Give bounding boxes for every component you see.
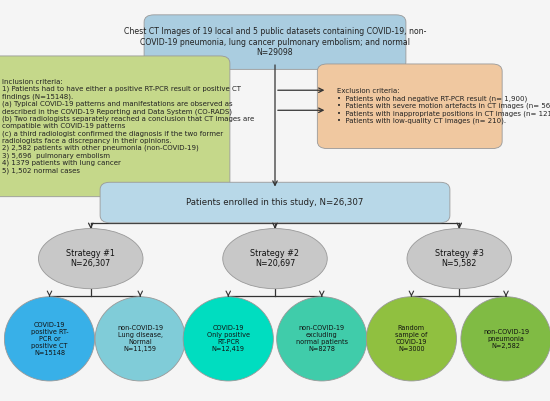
Text: Strategy #3
N=5,582: Strategy #3 N=5,582 bbox=[435, 249, 483, 268]
Text: non-COVID-19
excluding
normal patients
N=8278: non-COVID-19 excluding normal patients N… bbox=[296, 325, 348, 352]
Ellipse shape bbox=[4, 297, 95, 381]
Text: COVID-19
positive RT-
PCR or
positive CT
N=15148: COVID-19 positive RT- PCR or positive CT… bbox=[31, 322, 68, 356]
Text: Chest CT Images of 19 local and 5 public datasets containing COVID-19, non-
COVI: Chest CT Images of 19 local and 5 public… bbox=[124, 27, 426, 57]
Ellipse shape bbox=[461, 297, 550, 381]
Text: Patients enrolled in this study, N=26,307: Patients enrolled in this study, N=26,30… bbox=[186, 198, 364, 207]
Ellipse shape bbox=[277, 297, 367, 381]
Ellipse shape bbox=[39, 229, 143, 289]
Text: Strategy #2
N=20,697: Strategy #2 N=20,697 bbox=[250, 249, 300, 268]
FancyBboxPatch shape bbox=[100, 182, 450, 223]
Ellipse shape bbox=[366, 297, 456, 381]
Ellipse shape bbox=[95, 297, 185, 381]
Ellipse shape bbox=[223, 229, 327, 289]
Ellipse shape bbox=[183, 297, 273, 381]
FancyBboxPatch shape bbox=[144, 15, 406, 69]
Text: COVID-19
Only positive
RT-PCR
N=12,419: COVID-19 Only positive RT-PCR N=12,419 bbox=[207, 325, 250, 352]
Ellipse shape bbox=[407, 229, 512, 289]
FancyBboxPatch shape bbox=[317, 64, 502, 149]
Text: non-COVID-19
pneumonia
N=2,582: non-COVID-19 pneumonia N=2,582 bbox=[483, 329, 529, 349]
Text: Strategy #1
N=26,307: Strategy #1 N=26,307 bbox=[67, 249, 115, 268]
Text: Inclusion criteria:
1) Patients had to have either a positive RT-PCR result or p: Inclusion criteria: 1) Patients had to h… bbox=[2, 79, 255, 174]
Text: Random
sample of
COVID-19
N=3000: Random sample of COVID-19 N=3000 bbox=[395, 325, 427, 352]
Text: non-COVID-19
Lung disease,
Normal
N=11,159: non-COVID-19 Lung disease, Normal N=11,1… bbox=[117, 325, 163, 352]
FancyBboxPatch shape bbox=[0, 56, 230, 196]
Text: Exclusion criteria:
•  Patients who had negative RT-PCR result (n= 1,900)
•  Pat: Exclusion criteria: • Patients who had n… bbox=[337, 88, 550, 124]
